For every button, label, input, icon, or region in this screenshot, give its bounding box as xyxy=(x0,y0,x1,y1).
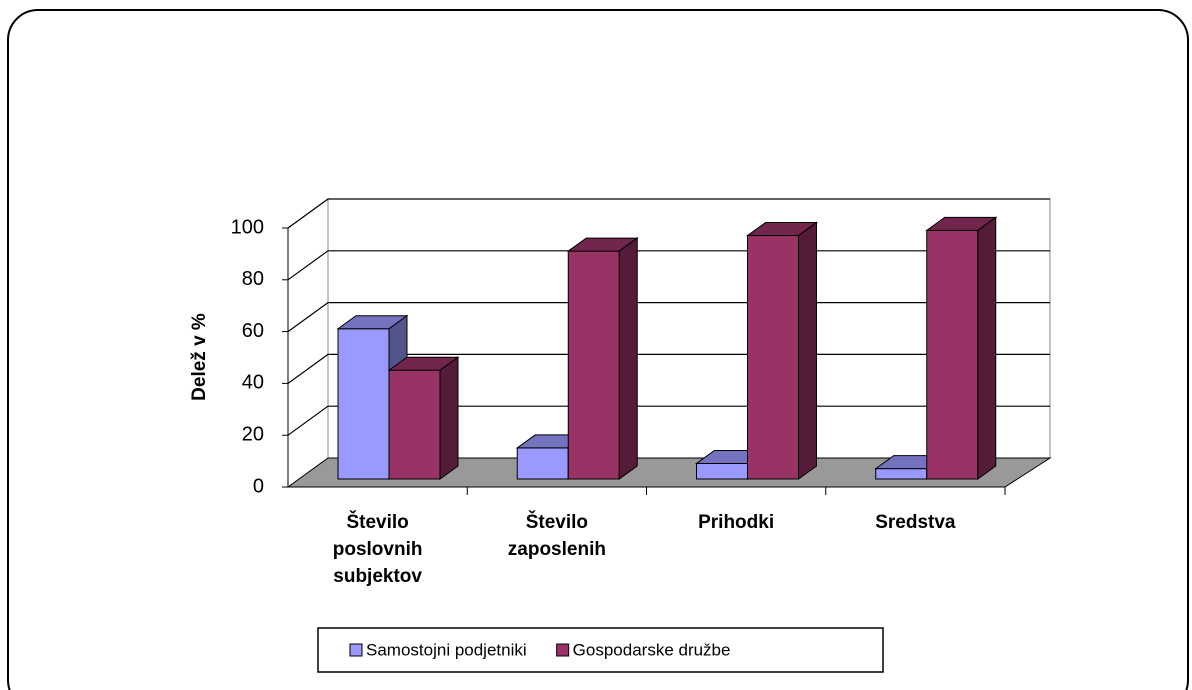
bar-front xyxy=(926,229,979,480)
bar-front xyxy=(567,250,620,480)
y-tick-label: 40 xyxy=(242,372,264,394)
x-tick-label: Število zaposlenih xyxy=(508,511,606,560)
legend-label: Gospodarske družbe xyxy=(573,640,731,659)
x-tick-label: Število poslovnih subjektov xyxy=(333,511,423,587)
bar xyxy=(566,237,639,480)
bar-front xyxy=(388,369,441,480)
bar-side xyxy=(798,221,817,480)
bar xyxy=(925,216,998,480)
y-axis-label: Delež v % xyxy=(189,313,210,401)
grid-line xyxy=(287,198,1050,229)
y-tick-label: 20 xyxy=(242,423,264,445)
x-tick-label: Prihodki xyxy=(698,512,774,533)
bar-front xyxy=(337,328,390,480)
y-tick-label: 0 xyxy=(253,475,264,497)
bar-front xyxy=(747,235,799,480)
y-tick-label: 60 xyxy=(242,320,264,342)
bar-front xyxy=(696,462,748,480)
bar xyxy=(745,221,819,480)
legend xyxy=(317,627,884,673)
bar-front xyxy=(516,447,569,480)
side-wall xyxy=(287,198,329,488)
x-tick-label: Sredstva xyxy=(875,512,956,533)
y-tick-label: 100 xyxy=(231,216,264,238)
y-tick-label: 80 xyxy=(242,268,264,290)
bar-side xyxy=(977,216,997,480)
legend-swatch xyxy=(556,643,570,657)
bar-side xyxy=(618,237,638,480)
bar-side xyxy=(439,356,459,480)
bar-front xyxy=(875,468,928,480)
bar xyxy=(387,356,460,480)
legend-label: Samostojni podjetniki xyxy=(366,640,527,659)
legend-swatch xyxy=(349,643,363,657)
